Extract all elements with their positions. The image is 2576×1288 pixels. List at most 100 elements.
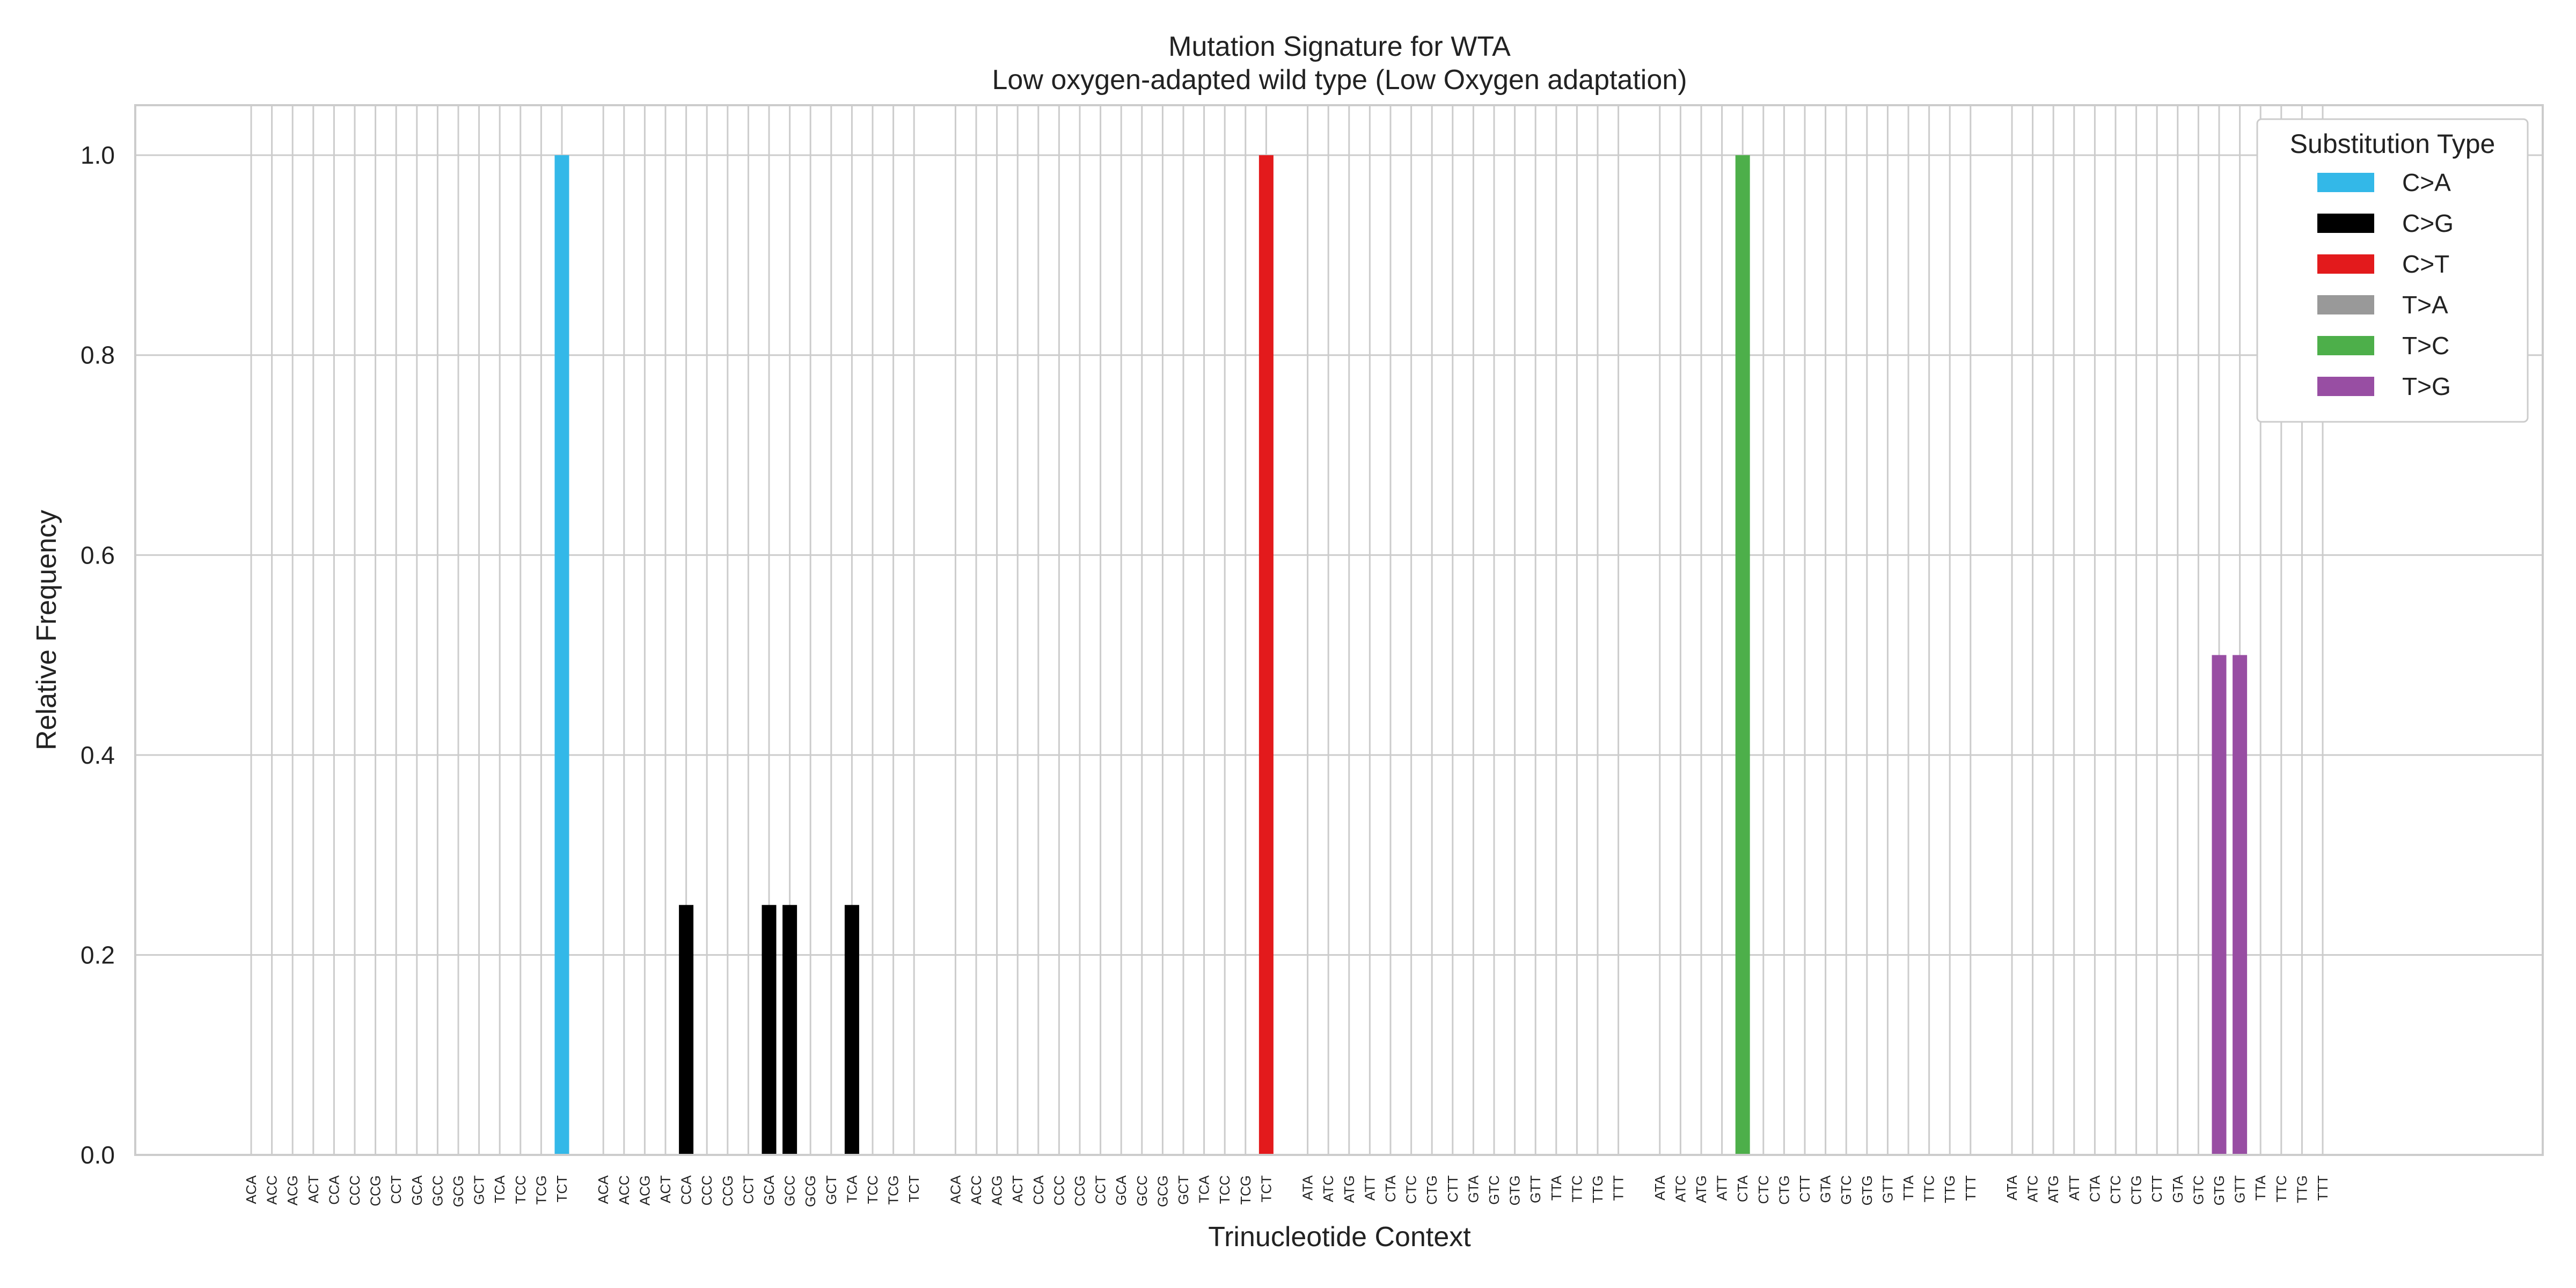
- legend-label: C>T: [2402, 250, 2449, 278]
- x-tick-label: ACA: [595, 1175, 611, 1204]
- x-tick-label: ACA: [947, 1175, 963, 1204]
- bar-C-A-TCT: [554, 155, 569, 1155]
- x-tick-label: TTC: [1921, 1175, 1937, 1203]
- x-tick-label: GTA: [1818, 1175, 1834, 1203]
- x-tick-label: ACA: [243, 1175, 259, 1204]
- x-tick-label: TTC: [1569, 1175, 1585, 1203]
- x-tick-label: ACC: [968, 1175, 984, 1205]
- x-tick-label: ATA: [2004, 1175, 2020, 1200]
- y-tick-label: 0.0: [80, 1141, 115, 1169]
- x-tick-label: TTT: [1963, 1175, 1979, 1201]
- x-tick-label: TTT: [1611, 1175, 1627, 1201]
- x-tick-label: TCA: [492, 1175, 508, 1203]
- x-tick-label: CTT: [1445, 1175, 1461, 1203]
- x-tick-label: ATT: [2066, 1175, 2082, 1201]
- x-tick-label: GCT: [823, 1175, 839, 1205]
- bar-C-T-TCT: [1258, 155, 1274, 1155]
- x-tick-label: CCG: [368, 1175, 384, 1206]
- bar-C-G-GCC: [782, 905, 797, 1155]
- x-tick-label: TCG: [885, 1175, 902, 1205]
- x-tick-label: GTA: [1465, 1175, 1481, 1203]
- x-tick-label: CTG: [1776, 1175, 1792, 1205]
- x-tick-label: CCT: [740, 1175, 756, 1204]
- x-tick-label: GCG: [450, 1175, 466, 1207]
- x-tick-label: CCC: [347, 1175, 363, 1205]
- x-tick-label: TCC: [1217, 1175, 1233, 1204]
- legend-swatch: [2317, 254, 2374, 274]
- x-tick-label: CTC: [1755, 1175, 1772, 1204]
- x-tick-label: GTT: [1879, 1175, 1896, 1203]
- y-tick-label: 0.4: [80, 741, 115, 769]
- x-tick-label: TCA: [1196, 1175, 1212, 1203]
- bar-C-G-GCA: [762, 905, 777, 1155]
- legend-swatch: [2317, 295, 2374, 314]
- x-tick-label: GTG: [1507, 1175, 1523, 1205]
- legend-label: T>A: [2402, 291, 2448, 319]
- x-tick-label: CTT: [1797, 1175, 1813, 1203]
- x-tick-label: GTT: [1527, 1175, 1543, 1203]
- x-tick-label: CTA: [1735, 1175, 1751, 1202]
- legend-box: [2256, 118, 2529, 423]
- x-tick-label: ACC: [616, 1175, 632, 1205]
- legend-label: C>A: [2402, 169, 2451, 196]
- x-tick-label: CCA: [1030, 1175, 1046, 1205]
- x-tick-label: ATG: [1693, 1175, 1709, 1203]
- x-tick-label: ACT: [657, 1175, 674, 1203]
- x-tick-label: GCA: [1113, 1175, 1129, 1205]
- x-tick-label: ACG: [284, 1175, 301, 1205]
- x-tick-label: CCT: [388, 1175, 404, 1204]
- legend-label: T>G: [2402, 372, 2451, 400]
- bar-T-G-GTG: [2212, 655, 2227, 1155]
- x-tick-label: TCC: [865, 1175, 881, 1204]
- x-tick-label: TCA: [844, 1175, 860, 1203]
- x-tick-label: CTG: [2128, 1175, 2145, 1205]
- x-tick-label: GCG: [1154, 1175, 1170, 1207]
- y-tick-label: 0.6: [80, 541, 115, 569]
- x-ticks: ACA ACC ACG ACT CCA CCC CCG CCT GCA GCC GCG GCT TCA T…: [243, 1175, 2331, 1207]
- x-tick-label: CTA: [2087, 1175, 2103, 1202]
- x-tick-label: TTC: [2273, 1175, 2289, 1203]
- x-tick-label: TTT: [2315, 1175, 2331, 1201]
- legend: Substitution Type C>A C>G C>T T>A T>C T>G: [2256, 118, 2529, 423]
- legend-title: Substitution Type: [2290, 129, 2496, 159]
- x-tick-label: GTG: [1859, 1175, 1875, 1205]
- x-tick-label: GCC: [1134, 1175, 1150, 1206]
- x-tick-label: ATC: [1320, 1175, 1336, 1202]
- x-tick-label: CCC: [1051, 1175, 1067, 1205]
- x-tick-label: CCA: [326, 1175, 342, 1205]
- x-tick-label: ATC: [2025, 1175, 2041, 1202]
- x-tick-label: GCT: [471, 1175, 487, 1205]
- x-tick-label: ACC: [264, 1175, 280, 1205]
- x-tick-label: TCG: [533, 1175, 549, 1205]
- x-tick-label: CTC: [2107, 1175, 2124, 1204]
- x-tick-label: CTT: [2149, 1175, 2165, 1203]
- x-tick-label: CTC: [1403, 1175, 1419, 1204]
- legend-swatch: [2317, 336, 2374, 355]
- plot-frame: [134, 104, 2544, 1156]
- x-tick-label: ATC: [1672, 1175, 1688, 1202]
- x-tick-label: GTC: [1486, 1175, 1502, 1205]
- x-tick-label: ATA: [1652, 1175, 1668, 1200]
- x-tick-label: CTA: [1382, 1175, 1399, 1202]
- x-tick-label: GTC: [2190, 1175, 2206, 1205]
- x-tick-label: TTA: [1548, 1175, 1564, 1201]
- x-tick-label: ACG: [636, 1175, 653, 1205]
- x-tick-label: ATA: [1300, 1175, 1316, 1200]
- x-tick-label: TTG: [1942, 1175, 1958, 1203]
- x-tick-label: TCT: [906, 1175, 922, 1203]
- x-tick-label: GCG: [802, 1175, 818, 1207]
- x-tick-label: CCA: [678, 1175, 694, 1205]
- legend-swatch: [2317, 173, 2374, 192]
- x-tick-label: GTA: [2170, 1175, 2186, 1203]
- x-tick-label: TCT: [554, 1175, 570, 1203]
- bar-T-G-GTT: [2233, 655, 2248, 1155]
- x-tick-label: GTG: [2211, 1175, 2227, 1205]
- x-tick-label: GCC: [429, 1175, 445, 1206]
- x-tick-label: CCG: [720, 1175, 736, 1206]
- x-tick-label: ACT: [305, 1175, 321, 1203]
- x-tick-label: TTG: [2294, 1175, 2310, 1203]
- x-tick-label: TCC: [513, 1175, 529, 1204]
- x-tick-label: CTG: [1424, 1175, 1440, 1205]
- legend-label: C>G: [2402, 209, 2454, 237]
